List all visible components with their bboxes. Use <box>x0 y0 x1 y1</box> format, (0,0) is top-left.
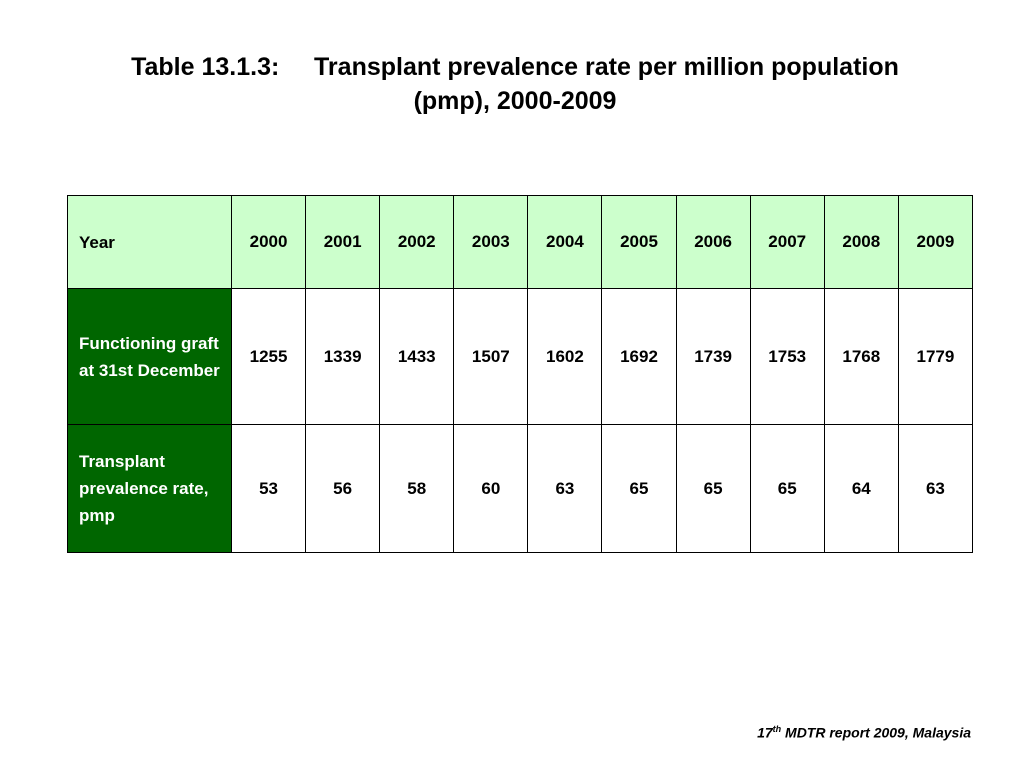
table-cell: 60 <box>453 424 529 553</box>
header-cell: 2005 <box>601 195 677 289</box>
header-cell: 2001 <box>305 195 381 289</box>
table-cell: 65 <box>601 424 677 553</box>
source-prefix: 17 <box>757 724 773 741</box>
table-cell: 56 <box>305 424 381 553</box>
page-title: Table 13.1.3: Transplant prevalence rate… <box>60 50 970 118</box>
header-cell: 2003 <box>453 195 529 289</box>
header-label-year: Year <box>67 195 232 289</box>
table-cell: 64 <box>823 424 899 553</box>
header-cell: 2002 <box>379 195 455 289</box>
table-cell: 58 <box>379 424 455 553</box>
table-cell: 63 <box>527 424 603 553</box>
table-cell: 1779 <box>897 288 974 425</box>
table-cell: 1739 <box>675 288 751 425</box>
table-cell: 1255 <box>230 288 307 425</box>
title-line-2: (pmp), 2000-2009 <box>413 87 617 115</box>
header-cell: 2007 <box>749 195 825 289</box>
table-cell: 65 <box>749 424 825 553</box>
header-cell: 2000 <box>230 195 307 289</box>
header-cell: 2008 <box>823 195 899 289</box>
title-line-1: Table 13.1.3: Transplant prevalence rate… <box>131 53 899 81</box>
source-citation: 17th MDTR report 2009, Malaysia <box>757 724 971 741</box>
table-cell: 53 <box>230 424 307 553</box>
table-header-row: Year 2000 2001 2002 2003 2004 2005 2006 … <box>67 195 974 289</box>
source-suffix: MDTR report 2009, Malaysia <box>781 724 971 741</box>
table-cell: 1433 <box>379 288 455 425</box>
row-label-prevalence-rate: Transplant prevalence rate, pmp <box>67 424 232 553</box>
table-row: Functioning graft at 31st December 1255 … <box>67 288 974 425</box>
row-label-functioning-graft: Functioning graft at 31st December <box>67 288 232 425</box>
table-cell: 1692 <box>601 288 677 425</box>
header-cell: 2009 <box>897 195 974 289</box>
table-cell: 1753 <box>749 288 825 425</box>
table-cell: 1339 <box>305 288 381 425</box>
table-cell: 1507 <box>453 288 529 425</box>
data-table: Year 2000 2001 2002 2003 2004 2005 2006 … <box>67 195 974 553</box>
table-cell: 65 <box>675 424 751 553</box>
table-cell: 63 <box>897 424 974 553</box>
table-cell: 1602 <box>527 288 603 425</box>
table-row: Transplant prevalence rate, pmp 53 56 58… <box>67 424 974 553</box>
table-cell: 1768 <box>823 288 899 425</box>
header-cell: 2006 <box>675 195 751 289</box>
source-superscript: th <box>772 724 782 734</box>
header-cell: 2004 <box>527 195 603 289</box>
